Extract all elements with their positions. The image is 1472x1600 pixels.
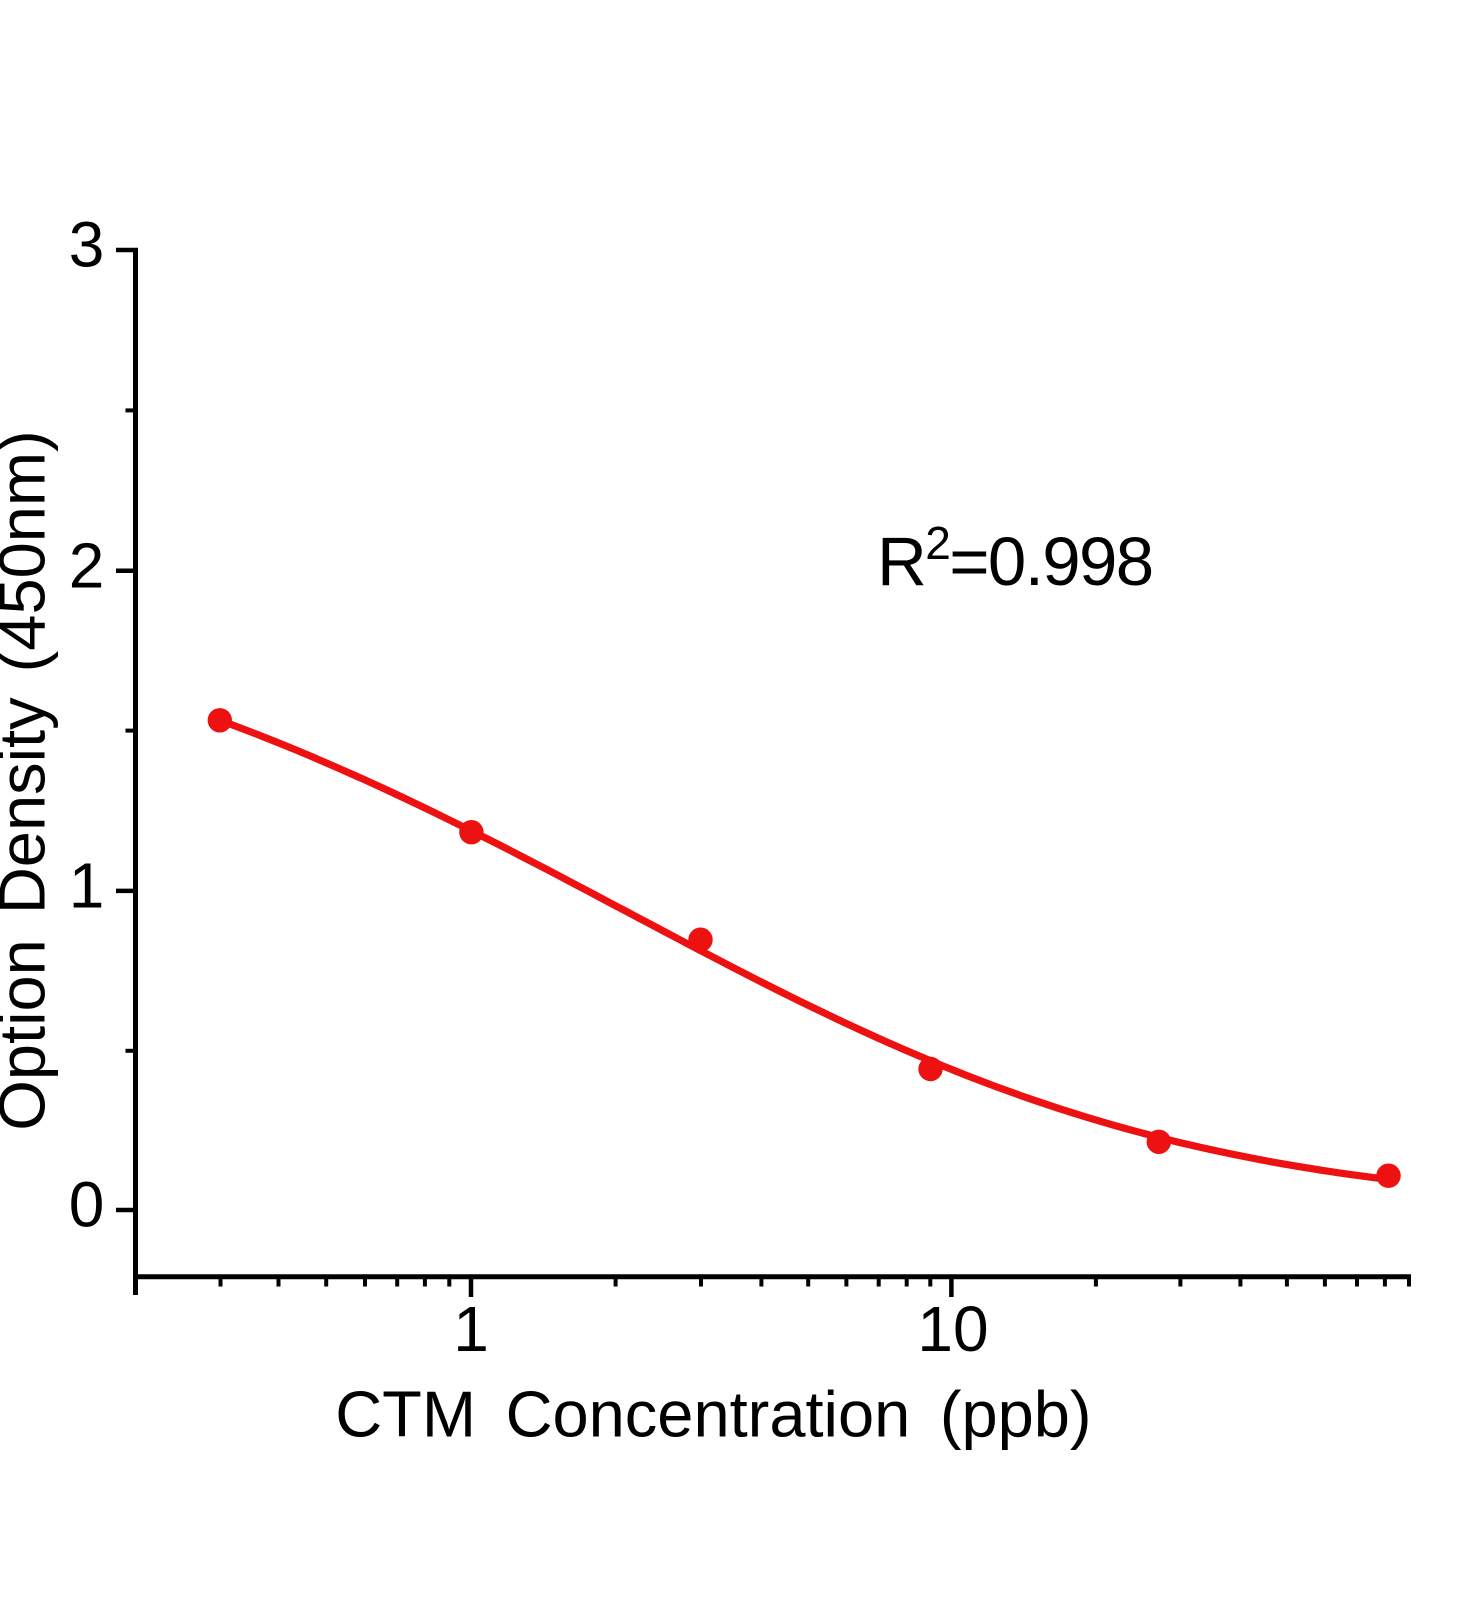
svg-text:CTM Concentration (ppb): CTM Concentration (ppb)	[335, 1378, 1091, 1451]
svg-text:0: 0	[69, 1169, 105, 1241]
svg-text:10: 10	[917, 1293, 988, 1365]
svg-text:3: 3	[69, 209, 105, 281]
svg-text:2: 2	[69, 529, 105, 601]
svg-text:1: 1	[69, 849, 105, 921]
svg-text:Option Density (450nm): Option Density (450nm)	[0, 430, 58, 1130]
svg-text:R2=0.998: R2=0.998	[877, 517, 1153, 600]
svg-text:1: 1	[453, 1293, 489, 1365]
